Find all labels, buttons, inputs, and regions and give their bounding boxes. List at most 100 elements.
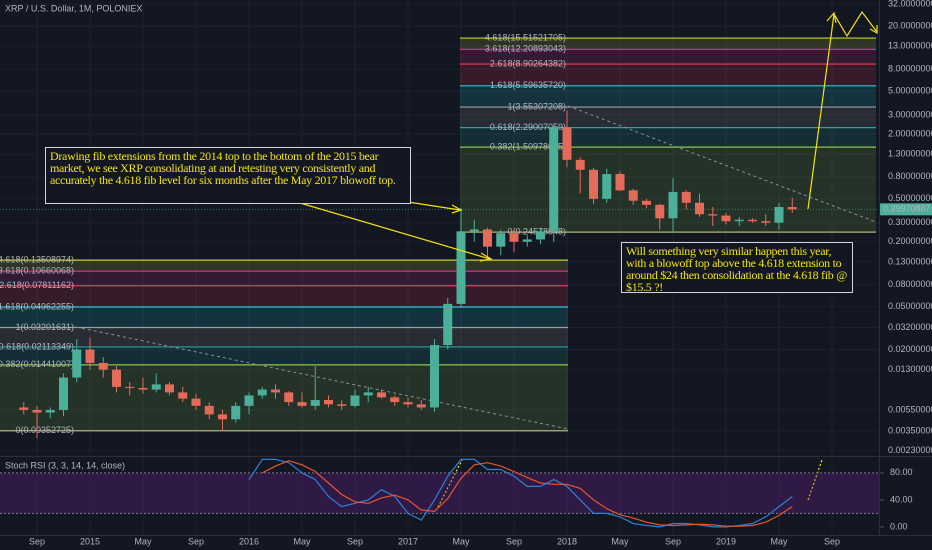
y-tick-label: 0.01300000 — [888, 364, 932, 374]
fib-layer: 4.618(0.13508974) 3.618(0.10660068) 2.618(… — [0, 32, 876, 435]
y-tick-label: 0.00230000 — [888, 445, 932, 455]
candle-body — [642, 200, 651, 205]
candle-body — [522, 239, 532, 242]
candle-body — [761, 221, 771, 223]
candle-body — [509, 233, 519, 242]
fib-label: 4.618(0.13508974) — [0, 254, 74, 264]
fib-label: 0.382(0.01441007) — [0, 359, 74, 369]
y-tick-label: 2.00000000 — [888, 128, 932, 138]
last-price-box — [880, 203, 932, 216]
last-price-label: 0.39970887 — [883, 204, 931, 214]
candle-body — [774, 207, 784, 223]
candle-body — [178, 392, 188, 399]
stoch-projection — [437, 459, 463, 508]
candle-body — [695, 202, 704, 215]
y-tick-label: 0.30000000 — [888, 217, 932, 227]
x-tick-label: Sep — [188, 536, 204, 546]
candle-body — [377, 392, 386, 398]
fib-band — [0, 327, 568, 347]
candle-body — [721, 215, 731, 222]
y-tick-label: 0.80000000 — [888, 171, 932, 181]
y-tick-label: 0.20000000 — [888, 236, 932, 246]
y-tick-label: 0.00350000 — [888, 425, 932, 435]
candle-body — [787, 207, 797, 210]
stoch-line — [262, 460, 793, 527]
candle-body — [337, 404, 347, 406]
candle-body — [284, 392, 294, 403]
candle-body — [681, 191, 691, 203]
fib-label: 1.618(5.59635720) — [490, 80, 566, 90]
fib-band — [0, 285, 568, 307]
candle-body — [271, 389, 280, 393]
annotation: Drawing fib extensions from the 2014 top… — [45, 147, 411, 204]
candle-body — [615, 174, 625, 191]
x-tick-label: May — [293, 536, 311, 546]
stoch-line — [248, 458, 793, 528]
fib-band — [0, 346, 568, 365]
fib-label: 0.618(2.29007059) — [490, 122, 566, 132]
stoch-layer — [0, 458, 880, 528]
candle-body — [575, 159, 585, 170]
candle-body — [45, 409, 55, 413]
fib-label: 3.618(12.20893043) — [485, 44, 566, 54]
candles-layer — [19, 110, 797, 439]
candle-body — [708, 214, 718, 216]
y-tick-label: 0.13000000 — [888, 256, 932, 266]
candle-body — [191, 398, 201, 406]
candle-body — [628, 190, 638, 201]
candle-body — [734, 219, 744, 222]
annotation: Will something very similar happen this … — [621, 242, 853, 293]
fib-band — [460, 64, 876, 86]
candle-body — [151, 384, 161, 390]
candle-body — [257, 389, 267, 396]
drawings-layer — [299, 10, 878, 508]
candle-body — [138, 387, 148, 390]
fib-band — [460, 38, 876, 50]
arrow-head — [451, 204, 463, 214]
fib-band — [0, 306, 568, 328]
fib-label: 4.618(15.51521705) — [485, 32, 566, 42]
candle-body — [562, 127, 572, 160]
trend-line — [567, 105, 877, 223]
candle-body — [218, 414, 227, 420]
arrow-head — [826, 11, 837, 24]
candle-body — [416, 404, 426, 408]
candle-body — [310, 400, 320, 406]
x-tick-label: Sep — [506, 536, 522, 546]
fib-label: 0.382(1.50978695) — [490, 142, 566, 152]
candle-body — [456, 231, 466, 304]
candle-body — [496, 233, 506, 247]
indicator-title: Stoch RSI (3, 3, 14, 14, close) — [5, 460, 125, 470]
grid-layer — [0, 0, 880, 535]
candle-body — [589, 169, 598, 199]
y-tick-label: 8.00000000 — [888, 63, 932, 73]
y-tick-label: 80.00 — [890, 467, 913, 477]
candle-body — [297, 402, 307, 406]
candle-body — [602, 174, 612, 199]
x-tick-label: Sep — [29, 536, 45, 546]
arrow — [299, 202, 491, 260]
candle-body — [165, 384, 174, 393]
y-tick-label: 40.00 — [890, 494, 913, 504]
candle-body — [59, 377, 68, 410]
candle-body — [98, 362, 108, 370]
trend-layer — [75, 105, 877, 430]
candle-body — [536, 231, 545, 240]
fib-band — [460, 85, 876, 108]
fib-label: 1(0.03201631) — [15, 322, 74, 332]
y-tick-label: 3.00000000 — [888, 109, 932, 119]
candle-body — [112, 369, 121, 387]
x-tick-label: 2018 — [557, 536, 577, 546]
candle-body — [469, 229, 479, 232]
fib-label: 1(3.55307208) — [507, 101, 566, 111]
x-tick-label: 2019 — [716, 536, 736, 546]
fib-label: 2.618(0.07811162) — [0, 280, 74, 290]
fib-label: 1.618(0.04962255) — [0, 301, 74, 311]
candle-body — [363, 392, 373, 396]
fib-band — [460, 49, 876, 65]
fib-label: 0.618(0.02113349) — [0, 341, 74, 351]
candle-body — [483, 229, 492, 247]
y-tick-label: 20.00000000 — [888, 21, 932, 31]
candle-body — [231, 405, 241, 420]
